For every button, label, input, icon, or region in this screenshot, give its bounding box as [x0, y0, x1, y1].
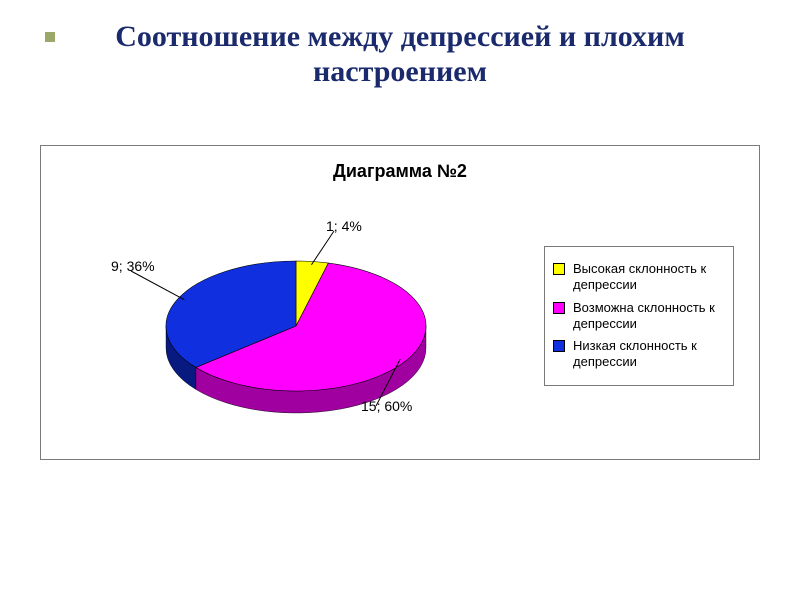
title-bullet-icon — [45, 32, 55, 42]
chart-container: Диаграмма №2 1; 4% 15; 60% 9; 36% Высока… — [40, 145, 760, 460]
legend-swatch-2 — [553, 340, 565, 352]
legend-label-0: Высокая склонность к депрессии — [573, 261, 725, 294]
slide: Соотношение между депрессией и плохим на… — [0, 0, 800, 600]
pie-svg — [156, 256, 436, 446]
slice-label-0: 1; 4% — [326, 218, 362, 234]
legend-item-2: Низкая склонность к депрессии — [553, 338, 725, 371]
legend-item-1: Возможна склонность к депрессии — [553, 300, 725, 333]
slice-label-2: 9; 36% — [111, 258, 155, 274]
title-block: Соотношение между депрессией и плохим на… — [50, 20, 750, 89]
legend-label-2: Низкая склонность к депрессии — [573, 338, 725, 371]
legend-label-1: Возможна склонность к депрессии — [573, 300, 725, 333]
slice-label-1: 15; 60% — [361, 398, 412, 414]
pie-chart — [156, 256, 436, 396]
legend-swatch-0 — [553, 263, 565, 275]
leader-line-0 — [311, 231, 334, 265]
legend-item-0: Высокая склонность к депрессии — [553, 261, 725, 294]
chart-title: Диаграмма №2 — [41, 161, 759, 182]
legend-swatch-1 — [553, 302, 565, 314]
legend: Высокая склонность к депрессии Возможна с… — [544, 246, 734, 386]
leader-line-2 — [131, 271, 184, 300]
slide-title: Соотношение между депрессией и плохим на… — [50, 20, 750, 89]
